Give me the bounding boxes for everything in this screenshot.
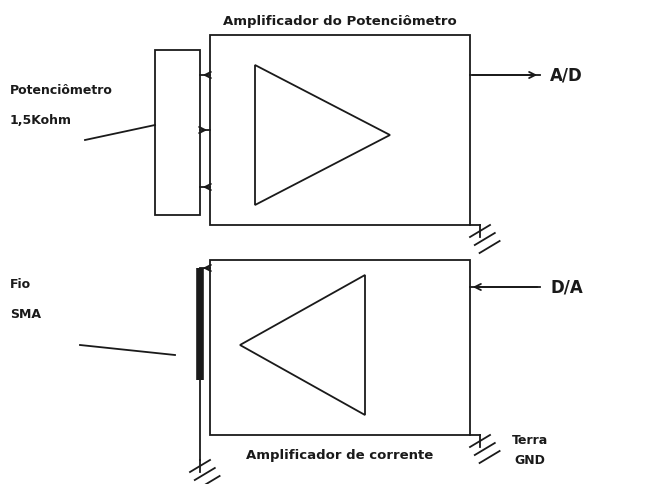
Text: Terra: Terra xyxy=(512,434,548,447)
Bar xyxy=(210,260,470,435)
Text: Fio: Fio xyxy=(10,278,31,291)
Text: SMA: SMA xyxy=(10,308,41,321)
Bar xyxy=(210,35,470,225)
Text: GND: GND xyxy=(515,454,545,467)
Text: A/D: A/D xyxy=(550,66,583,84)
Text: Amplificador do Potenciômetro: Amplificador do Potenciômetro xyxy=(223,15,457,29)
Bar xyxy=(155,50,200,215)
Text: D/A: D/A xyxy=(550,278,583,296)
Text: Amplificador de corrente: Amplificador de corrente xyxy=(246,449,434,462)
Polygon shape xyxy=(240,275,365,415)
Text: 1,5Kohm: 1,5Kohm xyxy=(10,114,72,126)
Text: Potenciômetro: Potenciômetro xyxy=(10,84,113,96)
Polygon shape xyxy=(255,65,390,205)
